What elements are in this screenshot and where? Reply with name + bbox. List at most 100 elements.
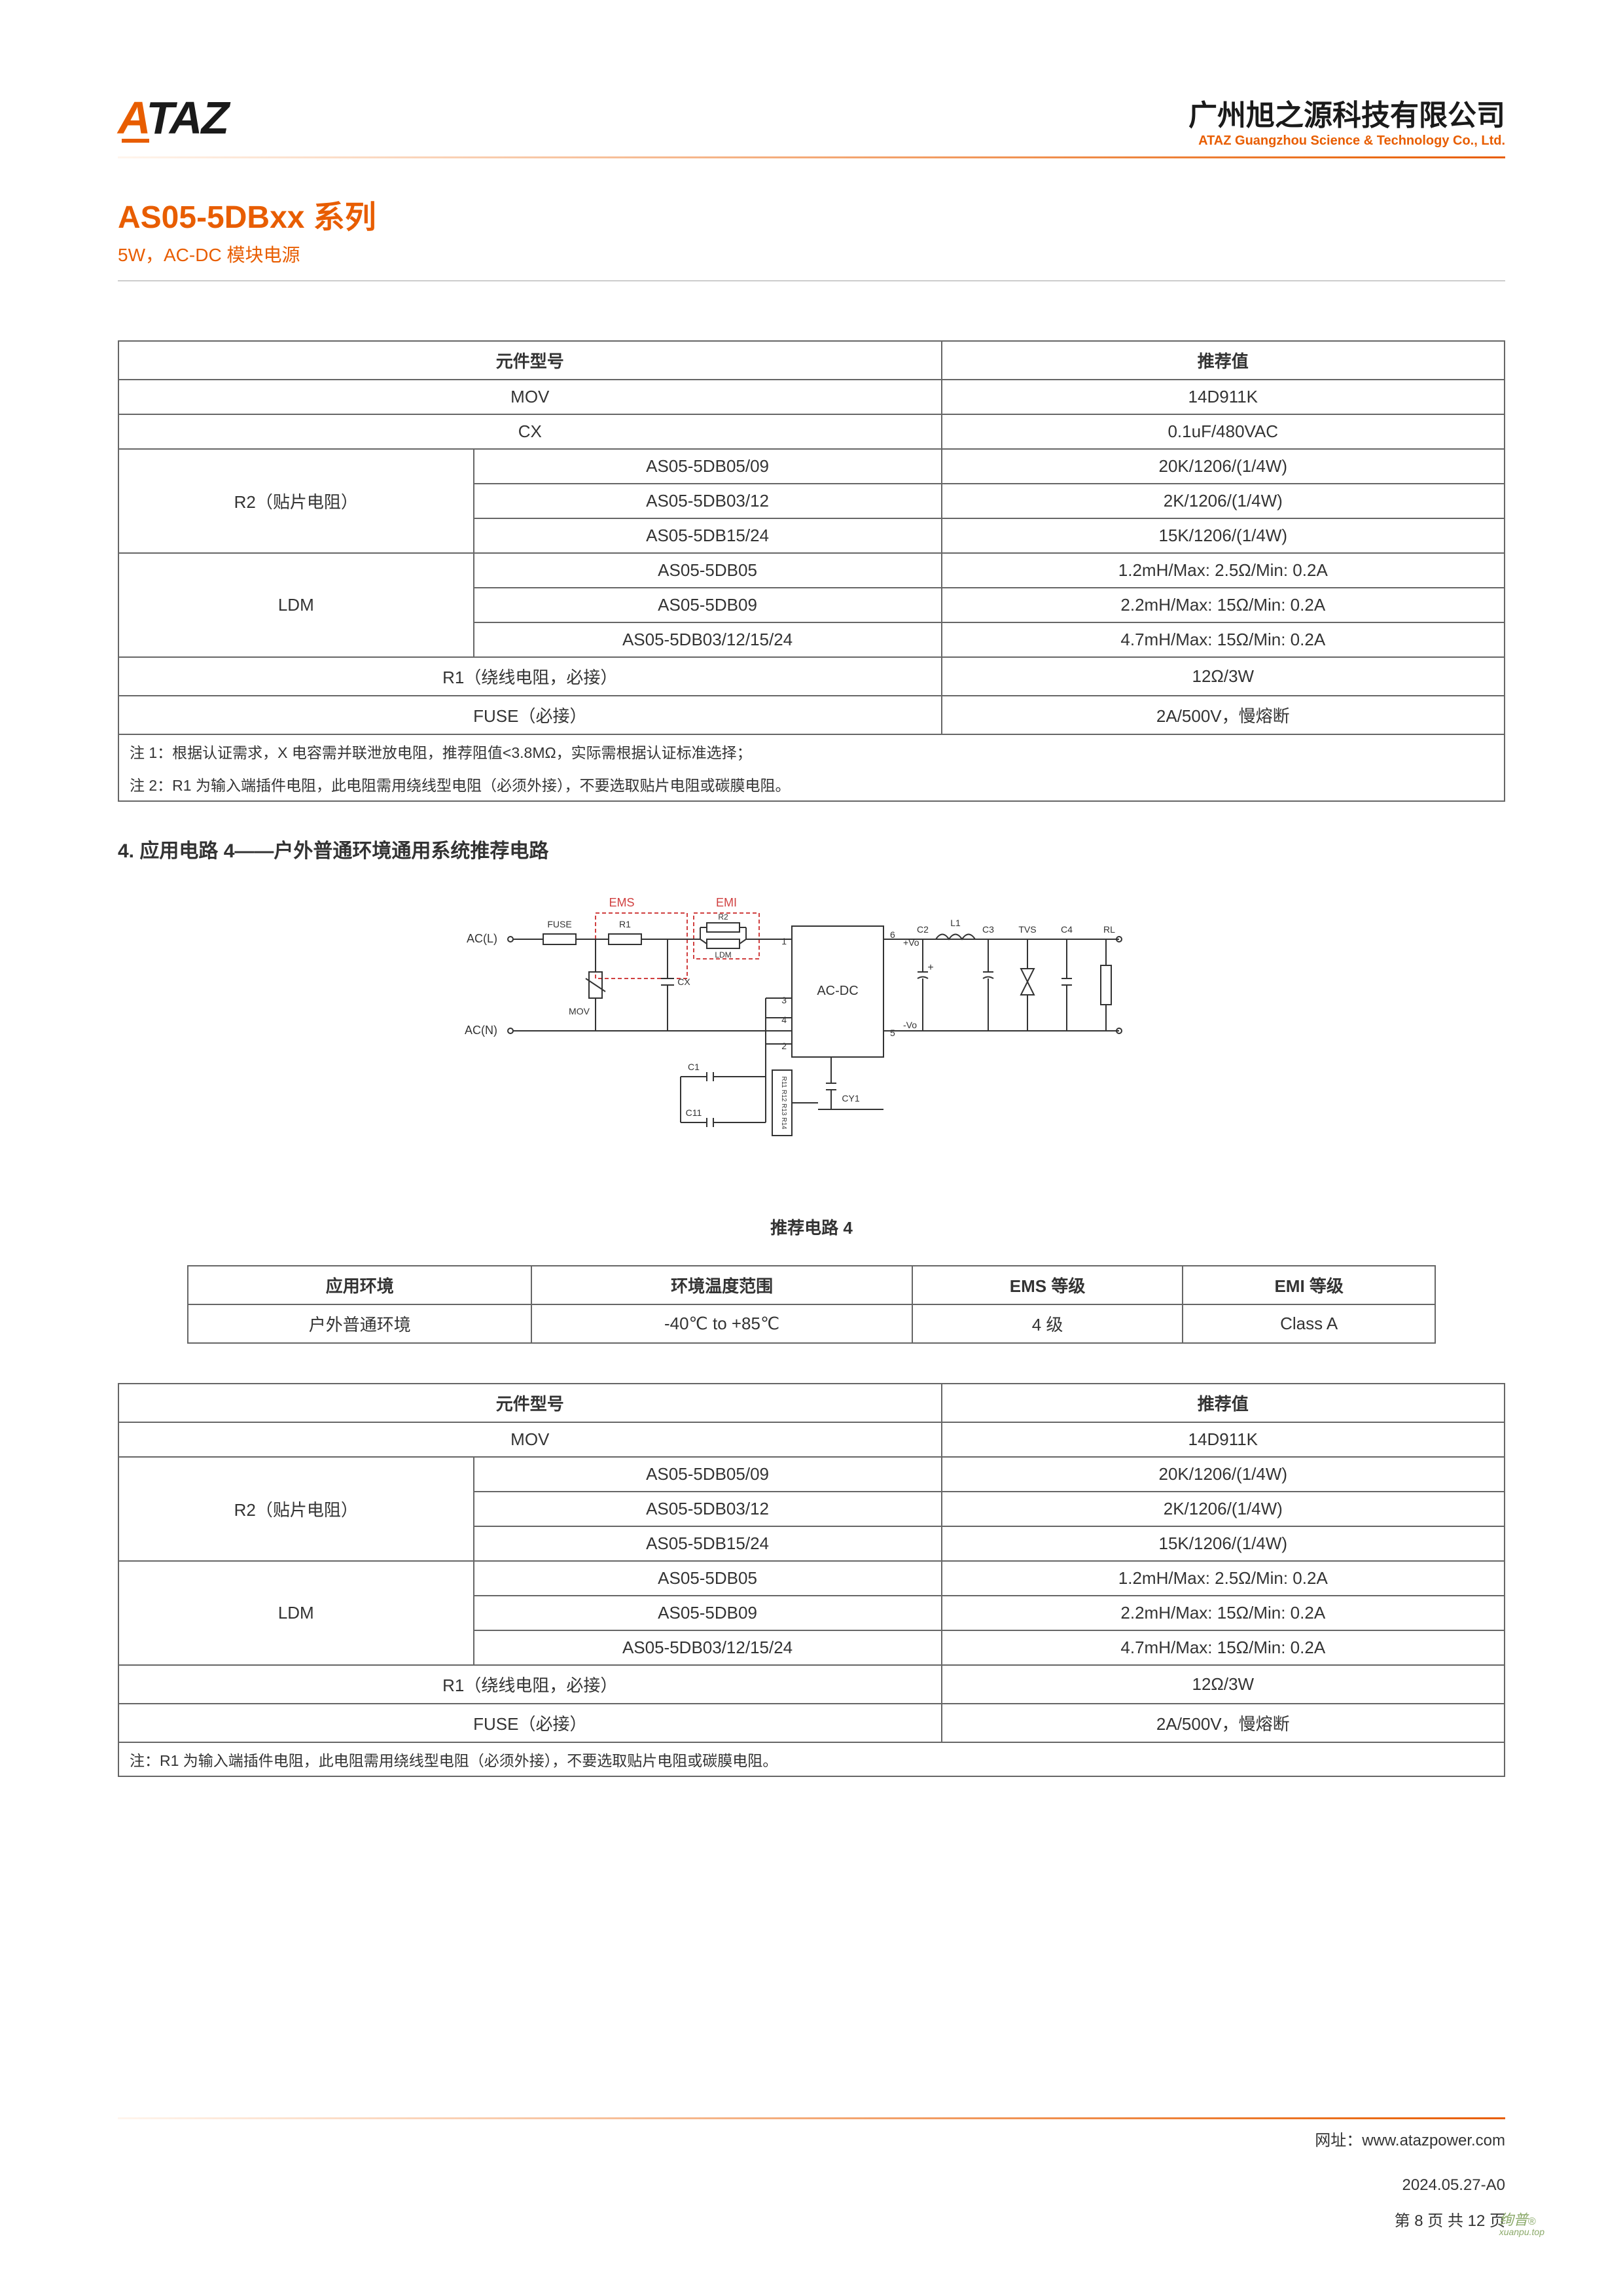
svg-text:FUSE: FUSE xyxy=(547,919,571,929)
t1-r2-r0-val: 20K/1206/(1/4W) xyxy=(942,449,1505,484)
svg-text:+: + xyxy=(927,962,933,973)
svg-text:2: 2 xyxy=(781,1041,787,1051)
components-table-1: 元件型号 推荐值 MOV 14D911K CX 0.1uF/480VAC R2（… xyxy=(118,340,1505,802)
company-name-cn: 广州旭之源科技有限公司 xyxy=(1188,92,1505,134)
t1-ldm-r2-val: 4.7mH/Max: 15Ω/Min: 0.2A xyxy=(942,622,1505,657)
t2-r1-val: 12Ω/3W xyxy=(942,1665,1505,1704)
svg-text:MOV: MOV xyxy=(569,1006,590,1016)
t2-r2-r1-mid: AS05-5DB03/12 xyxy=(474,1492,942,1526)
t1-note2: 注 2：R1 为输入端插件电阻，此电阻需用绕线型电阻（必须外接），不要选取贴片电… xyxy=(118,768,1505,801)
svg-text:CY1: CY1 xyxy=(842,1093,859,1103)
t2-ldm-r2-mid: AS05-5DB03/12/15/24 xyxy=(474,1630,942,1665)
footer-divider xyxy=(118,2117,1505,2119)
svg-text:R2: R2 xyxy=(718,912,728,922)
logo-letter-rest: TAZ xyxy=(146,92,228,143)
t1-ldm-label: LDM xyxy=(118,553,474,657)
t2-header-component: 元件型号 xyxy=(118,1384,942,1422)
svg-text:5: 5 xyxy=(890,1028,895,1038)
env-h0: 应用环境 xyxy=(188,1266,531,1304)
svg-text:L1: L1 xyxy=(950,918,961,928)
svg-text:3: 3 xyxy=(781,995,787,1005)
t1-cx-label: CX xyxy=(118,414,942,449)
svg-text:4: 4 xyxy=(781,1014,787,1025)
company-block: 广州旭之源科技有限公司 ATAZ Guangzhou Science & Tec… xyxy=(1188,92,1505,149)
env-c1: -40℃ to +85℃ xyxy=(531,1304,912,1343)
circuit-diagram: EMS EMI AC(L) FUSE R1 R2 LDM AC(N) xyxy=(118,887,1505,1193)
t1-ldm-r1-val: 2.2mH/Max: 15Ω/Min: 0.2A xyxy=(942,588,1505,622)
t2-r2-r0-mid: AS05-5DB05/09 xyxy=(474,1457,942,1492)
t1-note1: 注 1：根据认证需求，X 电容需并联泄放电阻，推荐阻值<3.8MΩ，实际需根据认… xyxy=(118,734,1505,768)
t2-r2-r1-val: 2K/1206/(1/4W) xyxy=(942,1492,1505,1526)
t2-r2-r2-mid: AS05-5DB15/24 xyxy=(474,1526,942,1561)
t2-mov-val: 14D911K xyxy=(942,1422,1505,1457)
watermark-sub: xuanpu.top xyxy=(1499,2227,1544,2237)
company-name-en: ATAZ Guangzhou Science & Technology Co.,… xyxy=(1188,134,1505,149)
t1-r2-r1-mid: AS05-5DB03/12 xyxy=(474,484,942,518)
t2-r2-r0-val: 20K/1206/(1/4W) xyxy=(942,1457,1505,1492)
series-title: AS05-5DBxx 系列 xyxy=(118,191,1505,237)
t2-fuse-val: 2A/500V，慢熔断 xyxy=(942,1704,1505,1742)
svg-text:AC(L): AC(L) xyxy=(467,932,497,945)
footer-url-label: 网址： xyxy=(1315,2132,1362,2149)
svg-text:C11: C11 xyxy=(686,1107,702,1118)
t1-header-value: 推荐值 xyxy=(942,341,1505,380)
t1-ldm-r2-mid: AS05-5DB03/12/15/24 xyxy=(474,622,942,657)
t1-r2-r1-val: 2K/1206/(1/4W) xyxy=(942,484,1505,518)
svg-text:C4: C4 xyxy=(1061,924,1073,935)
t2-fuse-label: FUSE（必接） xyxy=(118,1704,942,1742)
t1-mov-label: MOV xyxy=(118,380,942,414)
logo: ATAZ xyxy=(118,92,228,143)
svg-text:TVS: TVS xyxy=(1018,924,1036,935)
components-table-2: 元件型号 推荐值 MOV 14D911K R2（贴片电阻） AS05-5DB05… xyxy=(118,1383,1505,1777)
env-c3: Class A xyxy=(1183,1304,1435,1343)
svg-text:AC-DC: AC-DC xyxy=(817,984,858,998)
env-c2: 4 级 xyxy=(912,1304,1183,1343)
page-footer: 网址：www.atazpower.com 2024.05.27-A0 第 8 页… xyxy=(1315,2127,1505,2231)
svg-text:LDM: LDM xyxy=(715,950,731,960)
svg-text:CX: CX xyxy=(677,977,690,987)
svg-text:R1: R1 xyxy=(619,919,631,929)
t1-ldm-r0-mid: AS05-5DB05 xyxy=(474,553,942,588)
footer-date: 2024.05.27-A0 xyxy=(1315,2176,1505,2195)
t1-cx-val: 0.1uF/480VAC xyxy=(942,414,1505,449)
svg-text:EMI: EMI xyxy=(716,896,737,909)
svg-text:EMS: EMS xyxy=(609,896,634,909)
circuit-caption: 推荐电路 4 xyxy=(118,1215,1505,1239)
t2-note: 注：R1 为输入端插件电阻，此电阻需用绕线型电阻（必须外接），不要选取贴片电阻或… xyxy=(118,1742,1505,1776)
env-h3: EMI 等级 xyxy=(1183,1266,1435,1304)
environment-table: 应用环境 环境温度范围 EMS 等级 EMI 等级 户外普通环境 -40℃ to… xyxy=(187,1265,1436,1344)
t1-mov-val: 14D911K xyxy=(942,380,1505,414)
env-h1: 环境温度范围 xyxy=(531,1266,912,1304)
t1-fuse-label: FUSE（必接） xyxy=(118,696,942,734)
t1-r2-label: R2（贴片电阻） xyxy=(118,449,474,553)
t2-r2-r2-val: 15K/1206/(1/4W) xyxy=(942,1526,1505,1561)
t1-fuse-val: 2A/500V，慢熔断 xyxy=(942,696,1505,734)
svg-text:AC(N): AC(N) xyxy=(465,1024,497,1037)
watermark-text: 绚普 xyxy=(1499,2212,1528,2228)
t1-r2-r2-mid: AS05-5DB15/24 xyxy=(474,518,942,553)
page-header: ATAZ 广州旭之源科技有限公司 ATAZ Guangzhou Science … xyxy=(118,92,1505,149)
t2-ldm-r1-val: 2.2mH/Max: 15Ω/Min: 0.2A xyxy=(942,1596,1505,1630)
t2-mov-label: MOV xyxy=(118,1422,942,1457)
t1-r2-r2-val: 15K/1206/(1/4W) xyxy=(942,518,1505,553)
watermark: 绚普® xuanpu.top xyxy=(1499,2208,1544,2237)
svg-text:C3: C3 xyxy=(982,924,994,935)
svg-text:1: 1 xyxy=(781,936,787,946)
series-subtitle: 5W，AC-DC 模块电源 xyxy=(118,241,1505,267)
t2-ldm-r0-val: 1.2mH/Max: 2.5Ω/Min: 0.2A xyxy=(942,1561,1505,1596)
header-divider xyxy=(118,156,1505,158)
svg-text:-Vo: -Vo xyxy=(903,1020,917,1030)
svg-text:C2: C2 xyxy=(917,924,929,935)
footer-page: 第 8 页 共 12 页 xyxy=(1315,2208,1505,2231)
logo-letter-a: A xyxy=(118,92,146,143)
env-c0: 户外普通环境 xyxy=(188,1304,531,1343)
t2-r1-label: R1（绕线电阻，必接） xyxy=(118,1665,942,1704)
t1-header-component: 元件型号 xyxy=(118,341,942,380)
svg-text:C1: C1 xyxy=(688,1062,700,1072)
footer-url: www.atazpower.com xyxy=(1362,2132,1505,2149)
t1-r1-label: R1（绕线电阻，必接） xyxy=(118,657,942,696)
t2-ldm-label: LDM xyxy=(118,1561,474,1665)
svg-text:R11 R12 R13 R14: R11 R12 R13 R14 xyxy=(780,1077,787,1130)
t2-r2-label: R2（贴片电阻） xyxy=(118,1457,474,1561)
t2-header-value: 推荐值 xyxy=(942,1384,1505,1422)
